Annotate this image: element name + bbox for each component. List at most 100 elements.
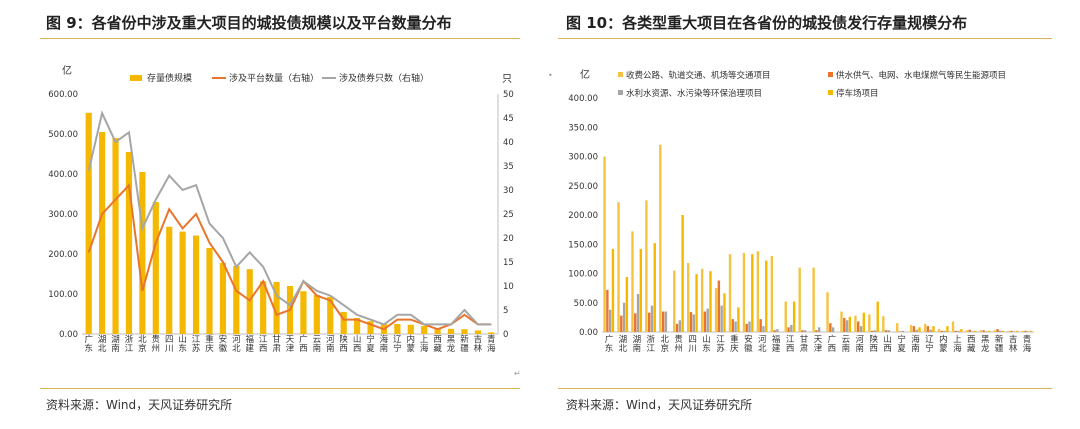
right-bar	[898, 331, 902, 332]
right-bar	[723, 293, 726, 332]
left-x-tick-label: 江西	[259, 335, 268, 354]
right-x-tick-label: 四川	[688, 335, 697, 354]
right-bar	[884, 330, 888, 332]
left-y-tick-label: 0.00	[59, 330, 78, 340]
left-y2-tick-label: 50	[503, 90, 514, 100]
right-bar	[700, 268, 704, 332]
left-bar	[85, 112, 92, 334]
right-bar	[859, 326, 863, 332]
right-bar	[1001, 330, 1005, 332]
right-bar	[943, 330, 946, 332]
right-x-tick-label: 广东	[605, 334, 614, 354]
right-y-tick-label: 0.00	[579, 328, 598, 338]
left-y-tick-label: 200.00	[48, 250, 78, 260]
right-x-tick-label: 青海	[1023, 334, 1032, 354]
right-bar	[659, 144, 662, 332]
right-bar	[848, 316, 852, 332]
right-bar	[812, 267, 815, 332]
left-x-tick-label: 天津	[286, 335, 295, 354]
right-bar	[974, 330, 977, 332]
right-bar	[681, 215, 684, 332]
right-bar	[784, 301, 787, 332]
left-x-tick-label: 黑龙	[447, 335, 456, 354]
right-y-tick-label: 50.00	[574, 299, 598, 309]
right-bar	[742, 253, 746, 332]
right-bar	[790, 324, 793, 332]
right-bar	[748, 321, 751, 332]
right-bar	[982, 330, 985, 332]
right-x-tick-label: 甘肃	[800, 334, 809, 354]
left-bar	[447, 328, 455, 334]
right-bar	[929, 329, 932, 332]
left-x-tick-label: 贵州	[152, 334, 161, 354]
right-bar	[1015, 330, 1019, 332]
right-bar	[868, 314, 871, 332]
left-y-tick-label: 300.00	[48, 210, 78, 220]
right-bar	[862, 312, 865, 332]
left-bar	[407, 324, 414, 334]
right-bar	[636, 293, 640, 332]
right-chart: 亿 400.00 350.00 300.00 250.00 200.00 150.00 100…	[548, 68, 1034, 354]
left-y-tick-label: 400.00	[48, 170, 78, 180]
left-legend-label: 涉及债券只数（右轴）	[339, 72, 429, 84]
left-bar	[99, 132, 106, 334]
right-bar	[645, 200, 648, 332]
right-bar	[912, 326, 916, 332]
right-bar	[653, 243, 656, 332]
left-y-tick-label: 600.00	[48, 90, 78, 100]
right-bar	[762, 326, 765, 332]
right-bar	[845, 320, 849, 332]
right-x-tick-label: 辽宁	[925, 335, 934, 354]
right-bar	[606, 289, 609, 332]
left-y-tick-label: 500.00	[48, 130, 78, 140]
right-legend-swatch	[618, 90, 623, 95]
right-y-tick-label: 300.00	[568, 153, 598, 163]
right-x-tick-label: 陕西	[869, 334, 878, 354]
left-y2-tick-label: 20	[503, 234, 514, 244]
left-x-tick-label: 西藏	[433, 335, 442, 354]
right-bar	[611, 248, 615, 332]
right-x-tick-label: 河南	[856, 334, 865, 354]
right-bar	[1021, 330, 1024, 332]
right-bar	[818, 327, 821, 332]
right-bar	[634, 313, 637, 332]
left-bar	[206, 248, 213, 334]
right-bar	[882, 316, 885, 332]
left-bar	[367, 321, 374, 334]
left-x-tick-label: 青海	[487, 334, 496, 354]
left-x-tick-label: 湖北	[98, 335, 107, 354]
right-bar	[737, 307, 740, 332]
left-y2-tick-label: 30	[503, 186, 514, 196]
right-bar	[673, 270, 676, 332]
right-x-tick-label: 贵州	[674, 334, 683, 354]
right-x-tick-label: 天津	[814, 335, 823, 354]
right-bar	[765, 260, 768, 332]
left-source: 资料来源：Wind，天风证券研究所	[46, 398, 233, 412]
left-bar	[327, 296, 334, 334]
left-x-tick-label: 甘肃	[272, 334, 281, 354]
left-x-tick-label: 江苏	[192, 335, 201, 354]
right-y-tick-label: 250.00	[568, 182, 598, 192]
left-bar	[233, 266, 240, 334]
right-bar	[993, 330, 996, 332]
left-y2-tick-label: 0	[503, 330, 508, 340]
right-x-tick-label: 江苏	[716, 335, 725, 354]
left-figure-title: 图 9：各省份中涉及重大项目的城投债规模以及平台数量分布	[46, 14, 452, 32]
right-bar	[840, 311, 843, 332]
right-legend-swatch	[618, 72, 623, 77]
right-bar	[776, 329, 779, 332]
left-y-tick-label: 100.00	[48, 290, 78, 300]
right-bar	[951, 321, 955, 332]
right-bar	[622, 302, 626, 332]
right-x-tick-label: 山西	[883, 334, 892, 354]
right-bar	[996, 329, 999, 332]
right-bar	[675, 323, 679, 332]
right-bar	[620, 315, 623, 332]
right-bar	[940, 330, 944, 332]
left-source-divider	[40, 388, 520, 389]
right-x-tick-label: 湖南	[633, 335, 642, 354]
right-bar	[734, 321, 737, 332]
left-bar	[112, 138, 119, 334]
right-x-tick-label: 浙江	[647, 334, 656, 354]
left-bar	[300, 291, 307, 334]
